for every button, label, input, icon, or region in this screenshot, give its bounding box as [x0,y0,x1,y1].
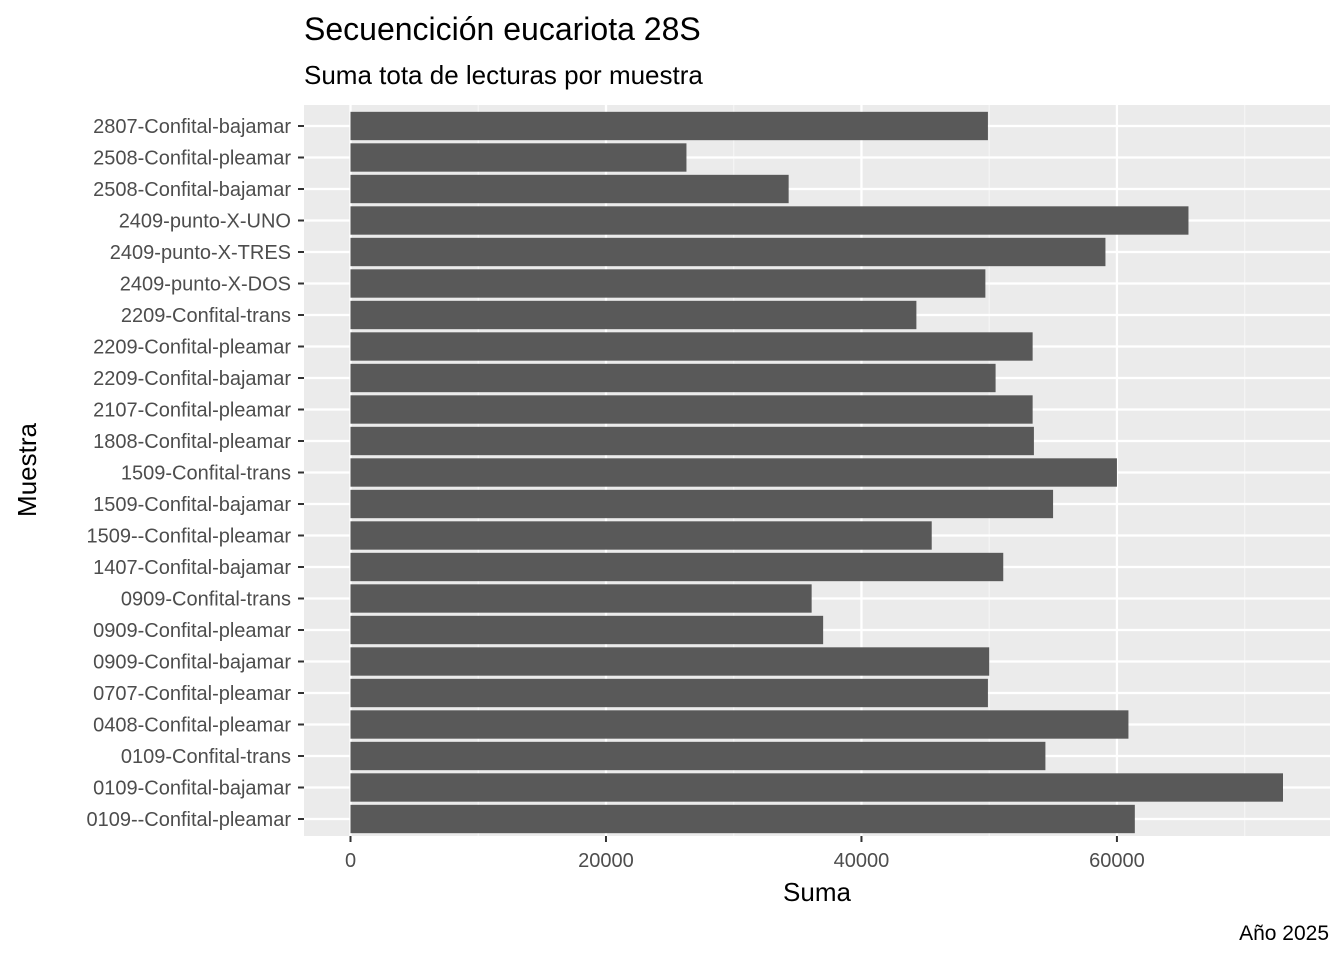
bar [350,804,1135,834]
y-tick-label: 0109-Confital-bajamar [93,778,291,800]
y-tick-label: 2409-punto-X-TRES [110,242,291,264]
bar [350,143,687,172]
x-axis: 0 20000 40000 60000 [345,836,1145,872]
y-tick-label: 2508-Confital-pleamar [93,148,291,170]
x-tick-label: 20000 [578,850,634,872]
y-tick-label: 2807-Confital-bajamar [93,116,291,138]
y-tick-label: 2209-Confital-bajamar [93,368,291,390]
bar [350,174,789,204]
bar [350,237,1106,267]
bar [350,206,1189,235]
y-tick-label: 0909-Confital-pleamar [93,620,291,642]
y-axis-title: Muestra [12,423,42,517]
bar [350,615,824,645]
x-tick-label: 60000 [1089,850,1145,872]
y-tick-label: 1509-Confital-trans [121,463,291,485]
bar [350,741,1046,771]
y-tick-label: 0408-Confital-pleamar [93,715,291,737]
chart-subtitle: Suma tota de lecturas por muestra [304,60,703,90]
y-tick-label: 1407-Confital-bajamar [93,557,291,579]
bar [350,584,812,613]
y-tick-label: 1808-Confital-pleamar [93,431,291,453]
y-tick-label: 0109--Confital-pleamar [86,809,291,831]
x-tick-label: 40000 [834,850,890,872]
y-tick-label: 0909-Confital-trans [121,589,291,611]
x-tick-label: 0 [345,850,356,872]
y-tick-label: 1509-Confital-bajamar [93,494,291,516]
bar [350,489,1054,519]
bar [350,458,1117,487]
y-tick-label: 2107-Confital-pleamar [93,400,291,422]
bar [350,710,1129,739]
y-tick-label: 2209-Confital-pleamar [93,337,291,359]
bar [350,426,1034,456]
y-tick-label: 2409-punto-X-DOS [120,274,291,296]
bar [350,552,1004,582]
y-tick-label: 0109-Confital-trans [121,746,291,768]
bar [350,773,1283,802]
x-axis-title: Suma [783,877,851,907]
bar [350,300,917,330]
bar [350,647,990,676]
y-tick-label: 2409-punto-X-UNO [119,211,291,233]
bar [350,332,1033,361]
bar [350,111,988,141]
bar [350,363,996,393]
y-tick-label: 2508-Confital-bajamar [93,179,291,201]
chart-caption: Año 2025 [1239,922,1329,945]
bar [350,521,932,550]
y-tick-label: 1509--Confital-pleamar [86,526,291,548]
y-tick-label: 2209-Confital-trans [121,305,291,327]
y-axis: 2807-Confital-bajamar 2508-Confital-pleam… [86,116,304,831]
y-tick-label: 0909-Confital-bajamar [93,652,291,674]
bar [350,678,988,708]
bar [350,269,986,298]
bar [350,395,1033,424]
chart-title: Secuencición eucariota 28S [304,11,701,47]
bars [350,111,1283,834]
y-tick-label: 0707-Confital-pleamar [93,683,291,705]
